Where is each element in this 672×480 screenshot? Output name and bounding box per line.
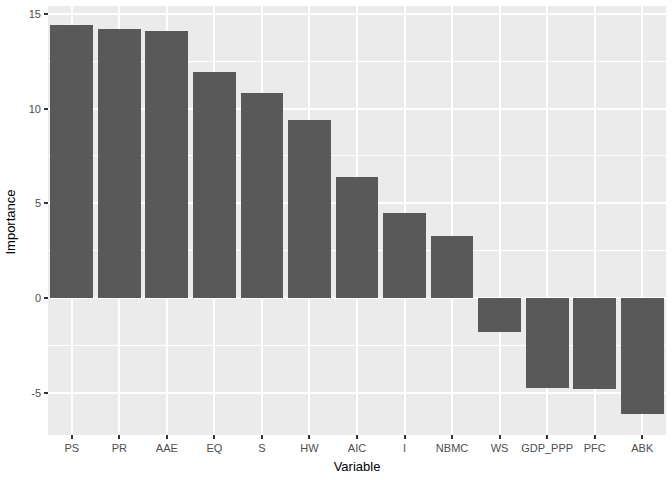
y-tick-label: 5	[0, 196, 41, 210]
plot-panel	[48, 6, 666, 435]
bar-HW	[288, 120, 331, 298]
bar-PS	[50, 25, 93, 298]
x-axis-tick-mark	[261, 435, 263, 439]
x-axis-tick-mark	[404, 435, 406, 439]
y-tick-label: 15	[0, 7, 41, 21]
x-tick-label: ABK	[595, 441, 672, 455]
x-axis-tick-mark	[71, 435, 73, 439]
y-tick-label: 0	[0, 291, 41, 305]
x-axis-tick-mark	[594, 435, 596, 439]
x-axis-tick-mark	[118, 435, 120, 439]
y-axis-title: Importance	[3, 142, 19, 302]
bar-EQ	[193, 72, 236, 298]
bar-PFC	[573, 298, 616, 389]
y-tick-label: 10	[0, 102, 41, 116]
x-axis-tick-mark	[451, 435, 453, 439]
x-axis-tick-mark	[641, 435, 643, 439]
x-axis-tick-mark	[546, 435, 548, 439]
bar-ABK	[621, 298, 664, 414]
gridline-major-vertical	[499, 6, 501, 435]
bar-S	[241, 93, 284, 298]
bar-NBMC	[431, 236, 474, 299]
bar-GDP_PPP	[526, 298, 569, 387]
bar-PR	[98, 29, 141, 299]
x-axis-tick-mark	[499, 435, 501, 439]
x-axis-tick-mark	[356, 435, 358, 439]
bar-AIC	[336, 177, 379, 298]
x-axis-title: Variable	[48, 459, 666, 474]
bar-chart-figure: Importance 151050-5PSPRAAEEQSHWAICINBMCW…	[0, 0, 672, 480]
bar-I	[383, 213, 426, 298]
bar-AAE	[145, 31, 188, 299]
x-axis-tick-mark	[213, 435, 215, 439]
x-axis-tick-mark	[166, 435, 168, 439]
bar-WS	[478, 298, 521, 332]
gridline-major-vertical	[451, 6, 453, 435]
x-axis-tick-mark	[308, 435, 310, 439]
y-tick-label: -5	[0, 386, 41, 400]
